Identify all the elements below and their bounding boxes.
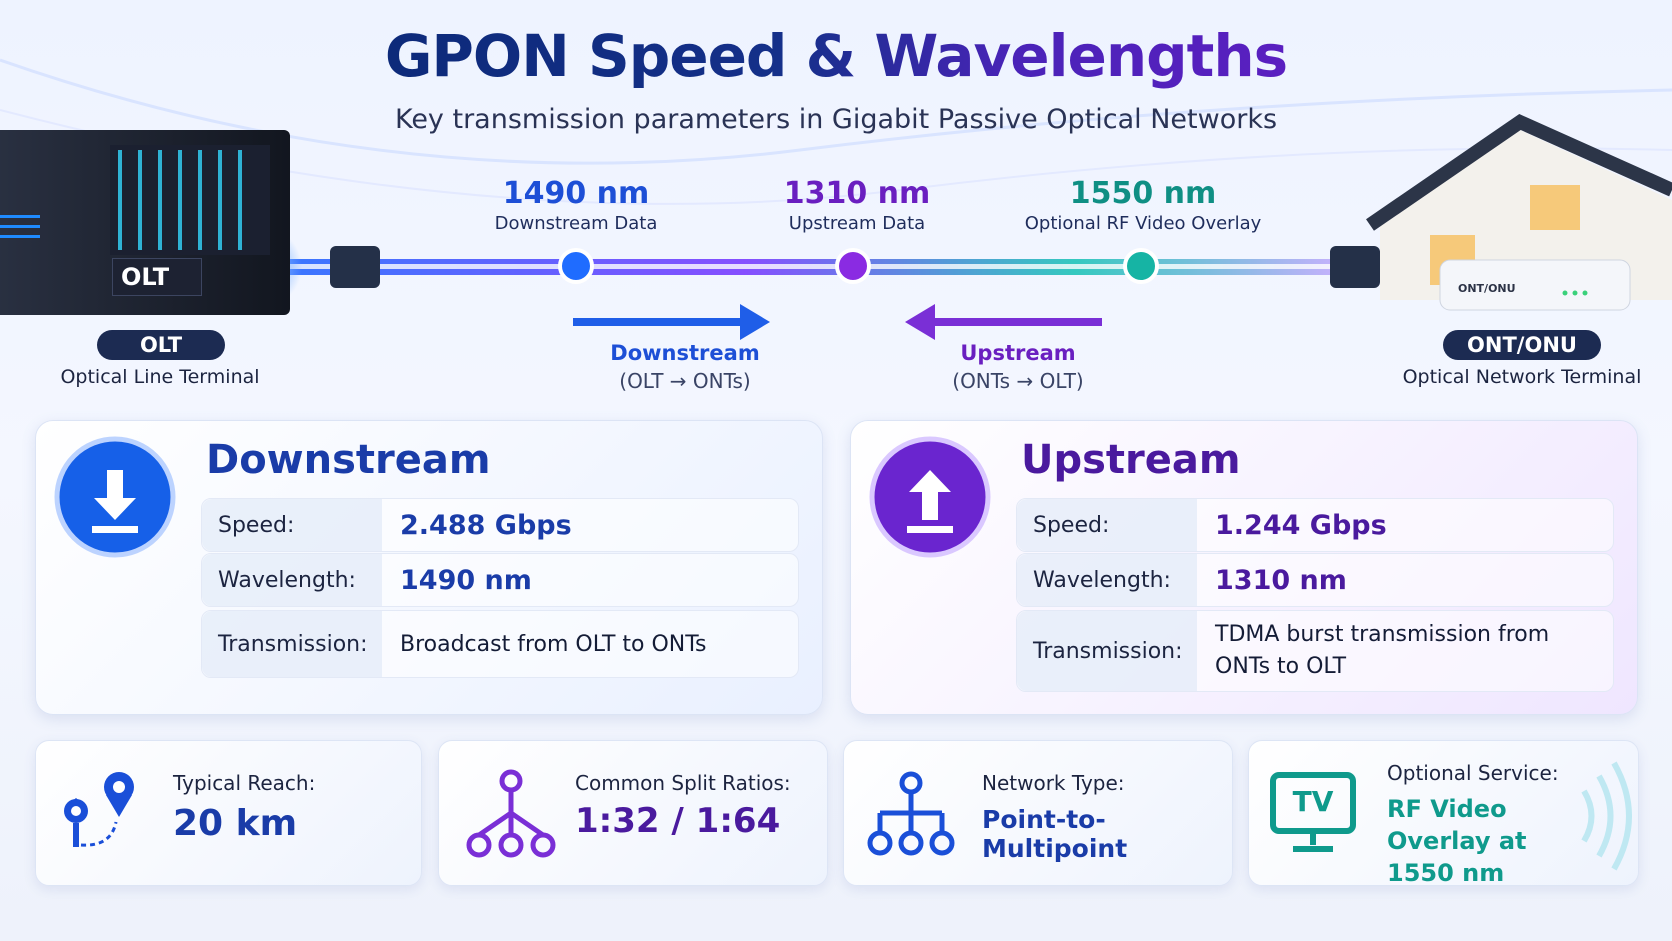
ont-badge: ONT/ONU: [1443, 330, 1601, 360]
panel-row: Speed: 2.488 Gbps: [201, 498, 799, 552]
direction-detail: (ONTs → OLT): [952, 369, 1084, 393]
fact-card: Typical Reach: 20 km: [35, 740, 422, 886]
split-icon: [466, 769, 556, 858]
ont-description: Optical Network Terminal: [1402, 366, 1642, 388]
direction: Downstream (OLT → ONTs): [555, 341, 815, 393]
row-key: Transmission:: [202, 611, 382, 677]
fact-value: RF Video Overlay at 1550 nm: [1387, 795, 1527, 887]
ont-device: [1439, 259, 1631, 311]
row-value: 1490 nm: [400, 564, 532, 596]
wave: [0, 109, 1672, 205]
panel-title: Upstream: [1021, 437, 1241, 483]
row-key: Speed:: [202, 499, 382, 551]
tv-icon-text: TV: [1292, 785, 1334, 818]
wavelength: 1550 nm Optional RF Video Overlay: [983, 176, 1303, 234]
node-1490: [558, 248, 594, 284]
fact-label: Network Type:: [982, 771, 1125, 795]
direction: Upstream (ONTs → OLT): [888, 341, 1148, 393]
wavelength-value: 1490 nm: [502, 176, 650, 211]
panel-row: Wavelength: 1490 nm: [201, 553, 799, 607]
download-icon: [54, 436, 176, 558]
window: [1530, 185, 1580, 230]
row-key: Wavelength:: [1017, 554, 1197, 606]
panel-row: Wavelength: 1310 nm: [1016, 553, 1614, 607]
wavelength-label: Upstream Data: [788, 213, 926, 234]
reach-icon: [64, 772, 134, 847]
fact-label: Typical Reach:: [173, 771, 316, 795]
wavelength-value: 1310 nm: [783, 176, 931, 211]
fact-card: Common Split Ratios: 1:32 / 1:64: [438, 740, 828, 886]
node-1310: [835, 248, 871, 284]
fact-value: 20 km: [173, 803, 298, 844]
fact-card: Network Type: Point-to-Multipoint: [843, 740, 1233, 886]
fact-value: Point-to-Multipoint: [982, 805, 1128, 863]
olt-device-label: OLT: [112, 258, 202, 296]
fiber-core: [250, 264, 1350, 269]
wavelength: 1310 nm Upstream Data: [697, 176, 1017, 234]
olt-badge: OLT: [97, 330, 225, 360]
panel-row: Speed: 1.244 Gbps: [1016, 498, 1614, 552]
roof: [1366, 114, 1672, 231]
connector: [1330, 246, 1380, 288]
direction-detail: (OLT → ONTs): [619, 369, 751, 393]
row-value: 1310 nm: [1215, 564, 1347, 596]
direction-label: Upstream: [960, 341, 1076, 365]
row-key: Wavelength:: [202, 554, 382, 606]
fact-card: TV Optional Service: RF Video Overlay at…: [1248, 740, 1639, 887]
row-key: Speed:: [1017, 499, 1197, 551]
row-key: Transmission:: [1017, 611, 1197, 691]
wavelength-label: Downstream Data: [494, 213, 658, 234]
row-value: TDMA burst transmission from ONTs to OLT: [1215, 622, 1550, 679]
upstream-panel: Upstream Speed: 1.244 Gbps Wavelength: 131…: [850, 420, 1638, 715]
fact-label: Common Split Ratios:: [575, 771, 791, 795]
direction-label: Downstream: [610, 341, 760, 365]
panel-title: Downstream: [206, 437, 491, 483]
downstream-arrow: [573, 304, 770, 340]
signal-waves: [1581, 761, 1632, 871]
connector: [330, 246, 380, 288]
downstream-panel: Downstream Speed: 2.488 Gbps Wavelength: 1…: [35, 420, 823, 715]
olt-description: Optical Line Terminal: [60, 366, 260, 388]
title: GPON Speed & Wavelengths: [0, 22, 1672, 90]
olt-slots: [110, 145, 270, 255]
fact-label: Optional Service:: [1387, 761, 1559, 785]
row-value: 2.488 Gbps: [400, 509, 572, 541]
panel-row: Transmission: Broadcast from OLT to ONTs: [201, 610, 799, 678]
wavelength-value: 1550 nm: [1069, 176, 1217, 211]
row-value: 1.244 Gbps: [1215, 509, 1387, 541]
upstream-arrow: [905, 304, 1102, 340]
tv-icon: [1270, 772, 1356, 852]
fact-value: 1:32 / 1:64: [575, 801, 781, 841]
row-value: Broadcast from OLT to ONTs: [400, 631, 707, 657]
subtitle: Key transmission parameters in Gigabit P…: [394, 104, 1278, 135]
node-1550: [1123, 248, 1159, 284]
network-icon: [867, 771, 955, 856]
title-text: GPON Speed & Wavelengths: [384, 22, 1288, 90]
ont-device-label: ONT/ONU: [1458, 282, 1516, 295]
panel-row: Transmission: TDMA burst transmission fro…: [1016, 610, 1614, 692]
wavelength: 1490 nm Downstream Data: [416, 176, 736, 234]
upload-icon: [869, 436, 991, 558]
wavelength-label: Optional RF Video Overlay: [1024, 213, 1262, 234]
